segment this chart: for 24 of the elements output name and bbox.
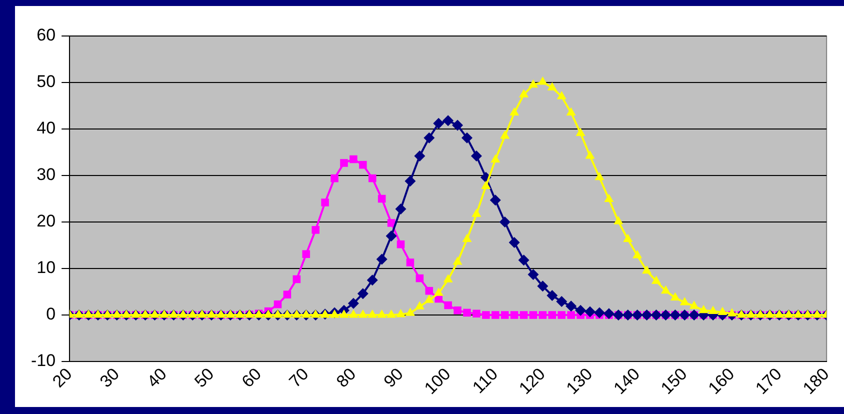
x-tick-label: 180	[799, 364, 833, 398]
x-tick-label: 70	[285, 364, 312, 392]
x-tick-label: 90	[380, 364, 407, 392]
y-tick-label: 60	[36, 26, 56, 45]
x-tick-label: 80	[332, 364, 360, 392]
y-tick-label: 10	[36, 258, 56, 278]
y-tick-label: 0	[46, 304, 56, 324]
x-tick-label: 40	[144, 364, 170, 392]
x-tick-label: 110	[468, 364, 502, 398]
x-tick-label: 100	[420, 364, 454, 398]
y-tick-label: 40	[36, 118, 56, 138]
x-tick-label: 140	[610, 364, 644, 398]
x-tick-label: 120	[515, 364, 549, 398]
x-tick-label: 170	[752, 364, 786, 398]
y-tick-label: 50	[36, 72, 56, 92]
y-tick-label: 20	[36, 212, 56, 231]
x-tick-label: 30	[96, 364, 124, 392]
x-tick-label: 60	[238, 364, 265, 392]
x-tick-label: 130	[562, 364, 596, 398]
x-tick-label: 150	[657, 364, 691, 398]
x-tick-label: 50	[190, 364, 218, 392]
y-tick-label: 30	[36, 165, 56, 184]
x-tick-label: 160	[704, 364, 738, 398]
y-tick-label: -10	[30, 351, 56, 370]
